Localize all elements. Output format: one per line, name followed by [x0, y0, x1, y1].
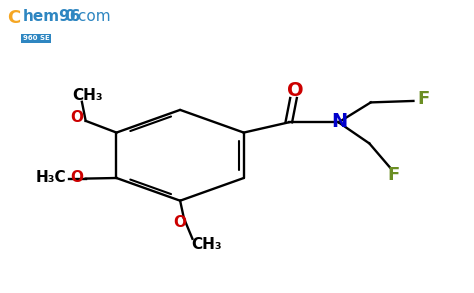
Text: O: O — [71, 170, 83, 185]
Text: 960 SE: 960 SE — [23, 35, 49, 41]
Text: O: O — [71, 110, 83, 125]
Text: CH₃: CH₃ — [72, 88, 103, 103]
Text: O: O — [287, 81, 303, 100]
Text: CH₃: CH₃ — [191, 236, 222, 252]
Text: N: N — [331, 112, 347, 131]
Text: H₃C: H₃C — [36, 171, 66, 185]
Text: F: F — [418, 91, 430, 108]
Text: hem96: hem96 — [23, 9, 81, 24]
Text: C: C — [7, 9, 20, 27]
Text: O: O — [173, 215, 187, 231]
Text: .com: .com — [73, 9, 111, 24]
Text: 0: 0 — [64, 9, 74, 24]
Text: F: F — [387, 166, 399, 184]
